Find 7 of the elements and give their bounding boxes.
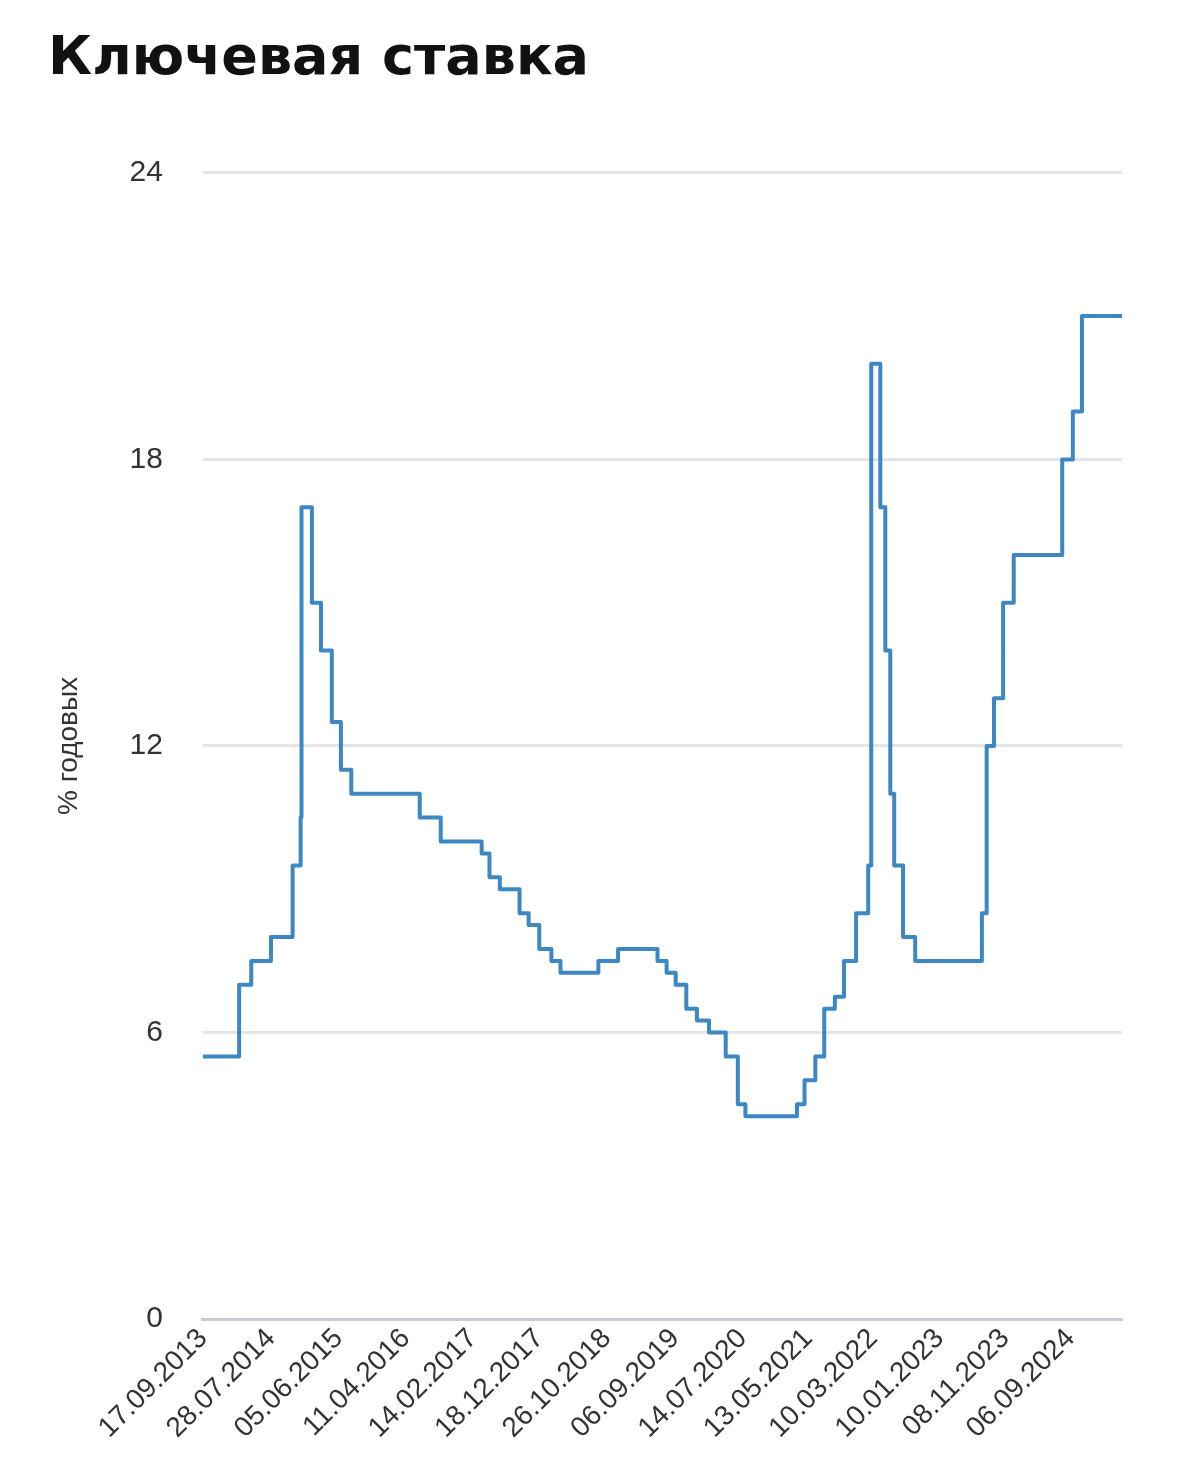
chart-title: Ключевая ставка: [48, 24, 589, 88]
y-tick-label: 18: [129, 440, 163, 474]
y-tick-label: 6: [146, 1013, 163, 1047]
y-tick-label: 12: [129, 727, 163, 761]
y-tick-label: 24: [129, 154, 163, 188]
y-tick-label: 0: [146, 1300, 163, 1334]
y-axis-title: % годовых: [51, 676, 83, 816]
